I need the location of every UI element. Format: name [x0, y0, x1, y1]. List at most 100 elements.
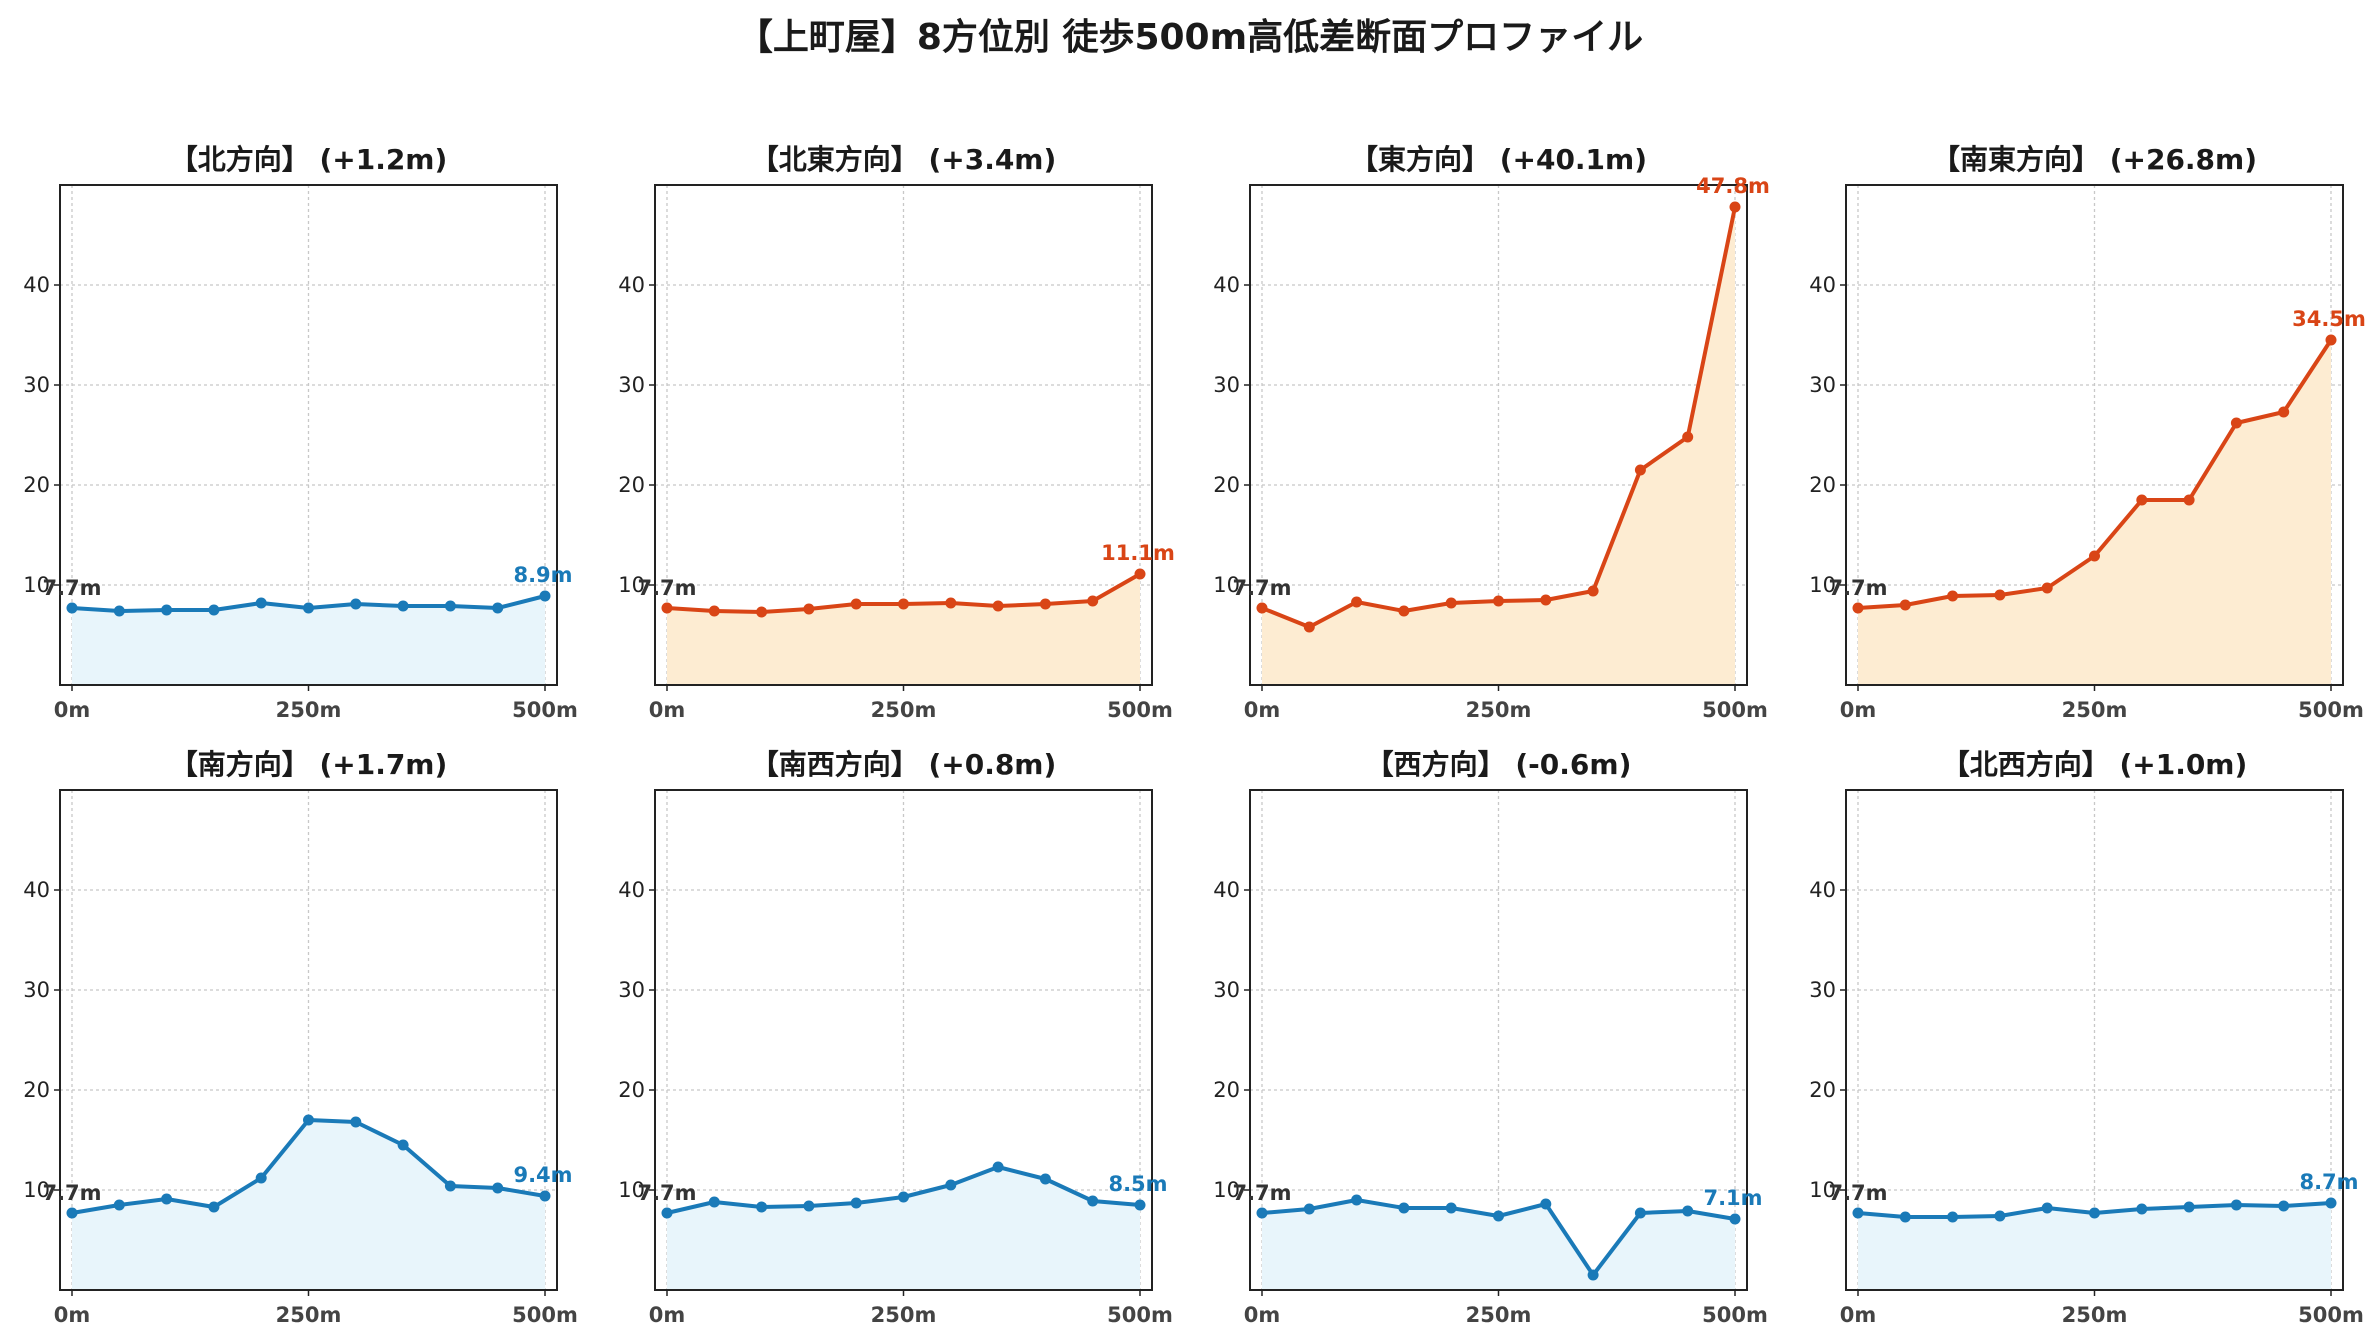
data-point: [492, 602, 504, 614]
data-point: [2278, 406, 2290, 418]
y-tick-label: 40: [23, 273, 50, 297]
data-point: [756, 606, 768, 618]
data-point: [803, 603, 815, 615]
y-tick-label: 40: [1213, 273, 1240, 297]
y-tick-label: 20: [1213, 1078, 1240, 1102]
series-area: [72, 1120, 545, 1290]
axes-frame: [1249, 789, 1748, 1291]
x-tick-label: 250m: [2062, 698, 2128, 722]
y-tick-label: 30: [23, 373, 50, 397]
start-value-label: 7.7m: [1232, 576, 1291, 600]
panel-3: 【南東方向】 (+26.8m) 10 20 30 40 0m 250m 500m 7.7m 34.…: [1809, 143, 2366, 722]
data-point: [303, 1114, 314, 1126]
data-point: [1087, 595, 1099, 607]
panel-7: 【北西方向】 (+1.0m) 10 20 30 40 0m 250m 500m 7.7m 8.7m: [1809, 748, 2364, 1327]
data-point: [1445, 597, 1457, 609]
y-tick-label: 30: [23, 978, 50, 1002]
data-point: [66, 1207, 78, 1219]
data-point: [1256, 602, 1268, 614]
y-tick-label: 10: [1809, 573, 1836, 597]
data-point: [1682, 431, 1694, 443]
x-tick-label: 500m: [2298, 698, 2364, 722]
x-tick-label: 250m: [2062, 1303, 2128, 1327]
data-point: [1493, 595, 1504, 607]
end-value-label: 11.1m: [1101, 541, 1175, 565]
series-area: [1262, 207, 1735, 685]
y-tick-label: 20: [23, 1078, 50, 1102]
data-point: [208, 1201, 220, 1213]
y-tick-label: 10: [618, 573, 645, 597]
panel-5: 【南西方向】 (+0.8m) 10 20 30 40 0m 250m 500m 7.7m 8.5m: [618, 748, 1173, 1327]
data-point: [397, 1139, 409, 1151]
start-value-label: 7.7m: [1828, 576, 1887, 600]
y-tick-label: 40: [1809, 273, 1836, 297]
x-tick-label: 0m: [1840, 698, 1877, 722]
data-point: [1634, 1207, 1646, 1219]
data-point: [1351, 596, 1363, 608]
data-point: [898, 1191, 909, 1203]
data-point: [1947, 590, 1959, 602]
x-tick-label: 500m: [512, 698, 578, 722]
x-tick-label: 250m: [1466, 698, 1532, 722]
x-tick-label: 250m: [276, 698, 342, 722]
data-point: [1039, 1173, 1051, 1185]
end-value-label: 47.8m: [1696, 174, 1770, 198]
data-point: [945, 597, 957, 609]
panel-1: 【北東方向】 (+3.4m) 10 20 30 40 0m 250m 500m 7.7m 11.1…: [618, 143, 1175, 722]
y-tick-label: 10: [1213, 573, 1240, 597]
data-point: [397, 600, 409, 612]
y-tick-label: 20: [618, 1078, 645, 1102]
data-point: [1682, 1205, 1694, 1217]
y-tick-label: 10: [23, 573, 50, 597]
data-point: [1256, 1207, 1268, 1219]
data-point: [1303, 621, 1315, 633]
x-tick-label: 500m: [2298, 1303, 2364, 1327]
data-point: [303, 602, 314, 614]
data-point: [2183, 494, 2195, 506]
data-point: [756, 1201, 768, 1213]
x-tick-label: 250m: [871, 698, 937, 722]
axes-frame: [1249, 184, 1748, 686]
data-point: [2325, 1197, 2337, 1209]
data-point: [1039, 598, 1051, 610]
data-point: [1134, 568, 1146, 580]
data-point: [1134, 1199, 1146, 1211]
data-point: [66, 602, 78, 614]
panel-0: 【北方向】 (+1.2m) 10 20 30 40 0m 250m 500m 7.7m 8.9m: [23, 143, 578, 722]
y-tick-label: 30: [1809, 373, 1836, 397]
data-point: [850, 1197, 862, 1209]
y-tick-label: 10: [23, 1178, 50, 1202]
x-tick-label: 250m: [871, 1303, 937, 1327]
data-point: [1852, 1207, 1864, 1219]
start-value-label: 7.7m: [637, 1181, 696, 1205]
y-tick-label: 20: [618, 473, 645, 497]
axes-frame: [1845, 789, 2344, 1291]
data-point: [1729, 1213, 1741, 1225]
panel-title: 【南西方向】 (+0.8m): [751, 748, 1057, 781]
start-value-label: 7.7m: [42, 576, 101, 600]
start-value-label: 7.7m: [637, 576, 696, 600]
data-point: [708, 1196, 720, 1208]
axes-frame: [654, 184, 1153, 686]
end-value-label: 8.9m: [513, 563, 572, 587]
end-value-label: 9.4m: [513, 1163, 572, 1187]
data-point: [708, 605, 720, 617]
x-tick-label: 0m: [1840, 1303, 1877, 1327]
series-area: [72, 596, 545, 685]
series-area: [1858, 340, 2331, 685]
data-point: [850, 598, 862, 610]
x-tick-label: 500m: [1702, 1303, 1768, 1327]
x-tick-label: 500m: [1702, 698, 1768, 722]
data-point: [2041, 582, 2053, 594]
data-point: [2278, 1200, 2290, 1212]
data-point: [1899, 1211, 1911, 1223]
chart-title: 【上町屋】8方位別 徒歩500m高低差断面プロファイル: [736, 17, 1644, 58]
panel-title: 【東方向】 (+40.1m): [1350, 143, 1647, 176]
end-value-label: 8.5m: [1108, 1172, 1167, 1196]
data-point: [2136, 494, 2148, 506]
y-tick-label: 10: [1213, 1178, 1240, 1202]
panel-2: 【東方向】 (+40.1m) 10 20 30 40 0m 250m 500m 7.7m 47.8…: [1213, 143, 1770, 722]
data-point: [2136, 1203, 2148, 1215]
data-point: [2325, 334, 2337, 346]
series-area: [667, 574, 1140, 685]
